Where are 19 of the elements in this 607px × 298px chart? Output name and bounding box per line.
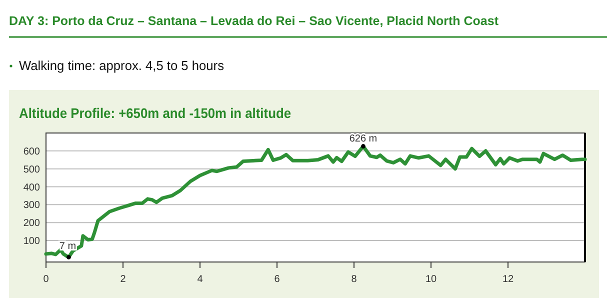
y-tick-label: 400 [23,182,40,194]
x-tick-label: 6 [274,274,280,285]
y-tick-label: 500 [23,164,40,176]
x-tick-label: 4 [197,274,204,285]
text: Walking time: approx. 4,5 to 5 hours [19,58,227,73]
x-tick-label: 10 [425,274,437,285]
chart-subtitle: Altitude Profile: +650m and -150m in altitude [19,105,314,121]
line-series [44,144,587,260]
x-tick-label: 2 [120,274,126,285]
x-tick-label: 0 [43,274,50,285]
y-tick-label: 600 [23,146,40,158]
y-tick-label: 300 [23,200,40,212]
chart-title: DAY 3: Porto da Cruz – Santana – Levada do Rei – Sao Vicente, Placid North Coast [9,14,500,28]
y-tick-label: 100 [23,236,40,247]
annotation: 626 m [349,133,378,144]
annotation: 7 m [59,241,76,252]
x-tick-label: 12 [502,274,514,285]
x-tick-label: 8 [351,274,358,285]
y-tick-label: 200 [23,218,40,230]
